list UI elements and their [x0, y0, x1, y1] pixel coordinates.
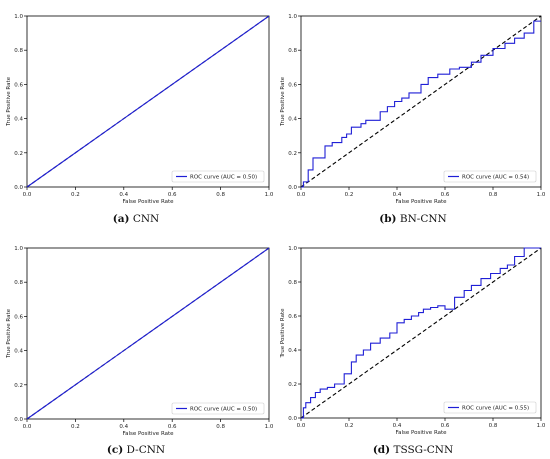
x-tick-label-b: 1.0: [537, 192, 546, 198]
x-axis-label-a: False Positive Rate: [122, 199, 174, 205]
chart-b: 0.0 0.2 0.4 0.6 0.8 1.0 0.0 0.2 0.4 0.6 0.8 1.0 Fals…: [280, 14, 546, 205]
caption-b-text: BN-CNN: [399, 213, 447, 225]
y-tick-label-a: 0.2: [14, 151, 23, 157]
x-axis-label-d: False Positive Rate: [395, 430, 447, 436]
chart-a: 0.0 0.2 0.4 0.6 0.8 1.0 0.0 0.2 0.4 0.6 0.8 1.0 Fals…: [6, 14, 274, 205]
roc-curve-d: [301, 247, 541, 419]
roc-curve-c: [26, 247, 270, 420]
caption-a: (a) CNN: [113, 213, 160, 225]
x-tick-label-a: 0.6: [168, 192, 177, 198]
y-tick-label-b: 0.4: [288, 117, 297, 123]
legend-box-d: [443, 401, 537, 414]
legend-box-c: [171, 402, 265, 415]
caption-a-label: (a): [112, 213, 130, 225]
y-axis-label-b: True Positive Rate: [280, 76, 286, 127]
x-tick-label-c: 0.0: [23, 424, 32, 430]
x-tick-label-a: 0.4: [119, 192, 128, 198]
y-tick-label-a: 0.0: [14, 185, 23, 191]
x-tick-label-d: 0.8: [489, 423, 498, 429]
x-tick-label-b: 0.0: [297, 192, 306, 198]
y-tick-label-a: 0.8: [14, 48, 23, 54]
x-tick-label-a: 0.2: [71, 192, 80, 198]
y-axis-label-a: True Positive Rate: [6, 76, 12, 127]
roc-curve-b: [301, 20, 541, 188]
caption-a-text: CNN: [132, 213, 160, 225]
y-tick-label-d: 0.2: [288, 382, 297, 388]
y-tick-label-d: 0.8: [288, 280, 297, 286]
x-tick-label-b: 0.8: [489, 192, 498, 198]
y-tick-label-c: 0.0: [14, 417, 23, 423]
legend-label-b: ROC curve (AUC = 0.54): [462, 175, 529, 181]
legend-d: ROC curve (AUC = 0.55): [443, 401, 537, 414]
x-tick-label-d: 0.2: [345, 423, 354, 429]
y-tick-label-c: 0.8: [14, 280, 23, 286]
caption-c: (c) D-CNN: [107, 444, 165, 456]
x-tick-label-b: 0.2: [345, 192, 354, 198]
y-tick-label-d: 0.4: [288, 348, 297, 354]
y-tick-label-c: 1.0: [14, 246, 23, 252]
y-tick-label-a: 0.6: [14, 82, 23, 88]
legend-label-d: ROC curve (AUC = 0.55): [462, 406, 529, 412]
y-axis-label-c: True Positive Rate: [6, 308, 12, 359]
y-tick-label-b: 1.0: [288, 14, 297, 20]
y-tick-label-a: 1.0: [14, 14, 23, 20]
legend-a: ROC curve (AUC = 0.50): [171, 170, 265, 183]
caption-c-text: D-CNN: [126, 444, 166, 456]
x-tick-label-a: 0.0: [23, 192, 32, 198]
y-tick-label-b: 0.8: [288, 48, 297, 54]
y-tick-label-c: 0.6: [14, 314, 23, 320]
y-tick-label-d: 0.0: [288, 416, 297, 422]
legend-label-a: ROC curve (AUC = 0.50): [190, 175, 257, 181]
chart-d: 0.0 0.2 0.4 0.6 0.8 1.0 0.0 0.2 0.4 0.6 0.8 1.0 Fals…: [280, 246, 546, 436]
caption-d: (d) TSSG-CNN: [373, 444, 453, 456]
y-tick-label-b: 0.0: [288, 185, 297, 191]
chart-c: 0.0 0.2 0.4 0.6 0.8 1.0 0.0 0.2 0.4 0.6 0.8 1.0 Fals…: [6, 246, 274, 437]
x-tick-label-c: 0.8: [216, 424, 225, 430]
legend-c: ROC curve (AUC = 0.50): [171, 402, 265, 415]
legend-b: ROC curve (AUC = 0.54): [443, 170, 537, 183]
y-tick-label-b: 0.6: [288, 82, 297, 88]
x-tick-label-d: 1.0: [537, 423, 546, 429]
y-tick-label-c: 0.2: [14, 383, 23, 389]
y-tick-label-c: 0.4: [14, 349, 23, 355]
chance-diagonal-b: [300, 15, 542, 188]
x-tick-label-d: 0.4: [393, 423, 402, 429]
y-tick-label-a: 0.4: [14, 117, 23, 123]
x-tick-label-a: 0.8: [216, 192, 225, 198]
x-tick-label-b: 0.6: [441, 192, 450, 198]
x-tick-label-c: 0.6: [168, 424, 177, 430]
y-tick-label-d: 1.0: [288, 246, 297, 252]
x-tick-label-c: 0.2: [71, 424, 80, 430]
x-tick-label-d: 0.6: [441, 423, 450, 429]
x-axis-label-b: False Positive Rate: [395, 199, 447, 205]
x-tick-label-d: 0.0: [297, 423, 306, 429]
y-axis-label-d: True Positive Rate: [280, 308, 286, 359]
x-tick-label-b: 0.4: [393, 192, 402, 198]
legend-label-c: ROC curve (AUC = 0.50): [190, 407, 257, 413]
caption-b: (b) BN-CNN: [379, 213, 447, 225]
legend-box-b: [443, 170, 537, 183]
legend-box-a: [171, 170, 265, 183]
y-tick-label-d: 0.6: [288, 314, 297, 320]
caption-d-text: TSSG-CNN: [393, 444, 454, 456]
x-tick-label-c: 0.4: [119, 424, 128, 430]
caption-b-label: (b): [379, 213, 397, 225]
x-tick-label-a: 1.0: [265, 192, 274, 198]
x-tick-label-c: 1.0: [265, 424, 274, 430]
y-tick-label-b: 0.2: [288, 151, 297, 157]
roc-curve-a: [26, 15, 270, 188]
x-axis-label-c: False Positive Rate: [122, 431, 174, 437]
chance-diagonal-d: [300, 247, 542, 419]
caption-d-label: (d): [372, 444, 391, 456]
caption-c-label: (c): [106, 444, 124, 456]
